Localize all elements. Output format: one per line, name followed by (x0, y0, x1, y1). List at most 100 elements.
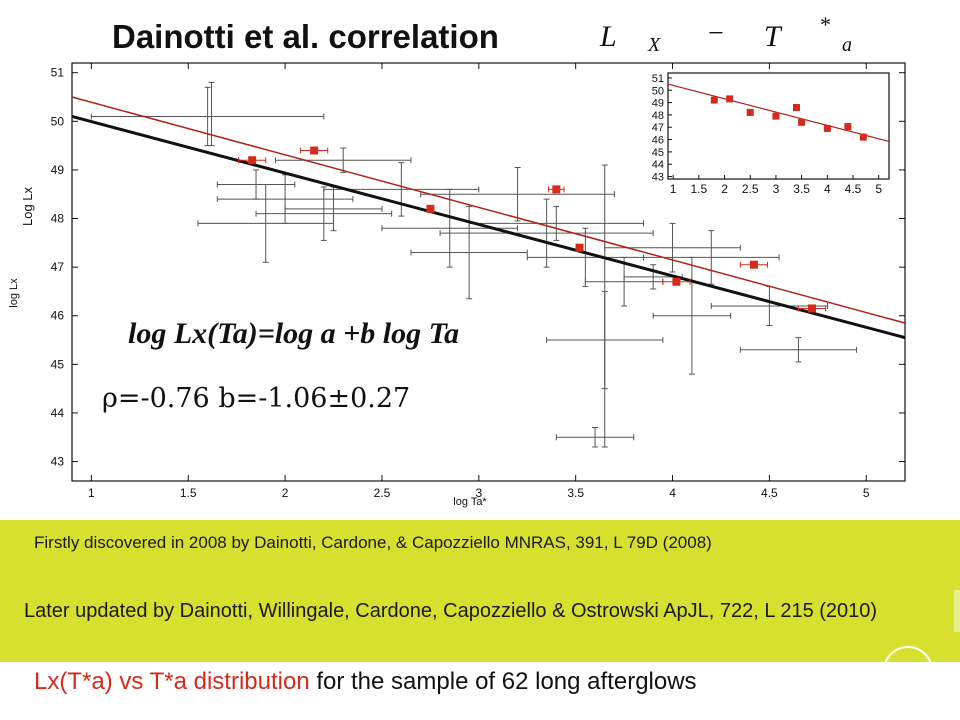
caption-rest: for the sample of 62 long afterglows (309, 668, 697, 695)
y-tick-label: 43 (51, 455, 65, 469)
error-bar-point (642, 230, 780, 285)
main-axis-ticks (72, 63, 905, 481)
red-square-marker (672, 277, 681, 286)
red-data-point (797, 304, 827, 313)
y-tick-label: 48 (51, 212, 65, 226)
red-square-marker (310, 146, 319, 155)
y-tick-label: 45 (51, 357, 65, 371)
inset-x-tick-label: 2.5 (742, 182, 759, 196)
reference-note-later: Later updated by Dainotti, Willingale, C… (14, 590, 960, 632)
y-tick-label: 49 (51, 163, 65, 177)
error-bar-point (439, 198, 654, 268)
inset-red-square-marker (772, 112, 780, 120)
main-fit-lines (71, 96, 906, 340)
error-bar-point (468, 205, 644, 241)
inset-red-square-marker (798, 118, 806, 126)
y-tick-label: 47 (51, 260, 65, 274)
inset-y-tick-label: 43 (652, 172, 664, 184)
x-tick-label: 4 (669, 486, 676, 500)
inset-red-square-marker (792, 104, 800, 112)
inset-red-square-marker (746, 108, 754, 116)
main-error-bars (90, 81, 858, 448)
x-tick-label: 2 (282, 486, 289, 500)
inset-y-tick-label: 46 (652, 135, 664, 147)
inset-plot-frame (667, 72, 890, 180)
inset-y-tick-label: 50 (652, 85, 664, 97)
x-tick-label: 3 (475, 486, 482, 500)
caption-highlight: Lx(T*a) vs T*a distribution (34, 668, 310, 695)
inset-axis-ticks (668, 77, 880, 179)
red-data-point (575, 243, 584, 252)
main-red-points (238, 146, 827, 313)
error-bar-point (739, 337, 858, 363)
formula-t: T (764, 20, 781, 53)
red-data-point (548, 185, 565, 194)
inset-plot-background (668, 73, 889, 179)
error-bar-point (420, 167, 615, 222)
red-data-point (739, 260, 768, 269)
x-tick-label: 4.5 (761, 486, 778, 500)
red-square-marker (749, 260, 758, 269)
formula-star: * (820, 12, 831, 37)
inset-red-square-marker (823, 124, 831, 132)
black-fit-line (71, 115, 906, 340)
inset-x-tick-label: 1.5 (690, 182, 707, 196)
inset-red-points (710, 95, 867, 141)
y-axis-overlay-label: Log Lx (20, 186, 35, 226)
inset-x-tick-label: 1 (670, 182, 677, 196)
inset-y-tick-label: 44 (652, 159, 664, 171)
title-formula: L X − T * a (598, 12, 868, 60)
red-square-marker (248, 156, 257, 165)
error-bar-point (255, 186, 393, 241)
red-square-marker (808, 304, 817, 313)
slide-caption: Lx(T*a) vs T*a distribution for the samp… (34, 668, 697, 696)
inset-red-square-marker (710, 96, 718, 104)
inset-red-square-marker (844, 123, 852, 131)
inset-y-tick-label: 49 (652, 98, 664, 110)
y-tick-label: 51 (51, 66, 65, 80)
inset-y-tick-label: 48 (652, 110, 664, 122)
inset-x-tick-label: 5 (875, 182, 882, 196)
error-bar-point (601, 164, 608, 448)
red-data-point (662, 277, 691, 286)
red-square-marker (575, 243, 584, 252)
reference-note-first: Firstly discovered in 2008 by Dainotti, … (34, 533, 712, 552)
x-tick-label: 2.5 (374, 486, 391, 500)
x-tick-label: 3.5 (567, 486, 584, 500)
error-bar-point (584, 256, 664, 307)
red-data-point (426, 204, 435, 213)
x-tick-label: 5 (863, 486, 870, 500)
inset-y-tick-label: 47 (652, 122, 664, 134)
inset-x-tick-label: 2 (721, 182, 728, 196)
x-tick-label: 1.5 (180, 486, 197, 500)
inset-x-tick-label: 3 (773, 182, 780, 196)
red-square-marker (426, 204, 435, 213)
inset-x-tick-label: 4.5 (845, 182, 862, 196)
inset-y-tick-label: 45 (652, 147, 664, 159)
x-axis-title: log Ta* (453, 496, 487, 508)
x-tick-label: 1 (88, 486, 95, 500)
inset-x-tick-label: 3.5 (793, 182, 810, 196)
correlation-coefficient-annotation: ρ=-0.76 b=-1.06±0.27 (102, 383, 410, 414)
error-bar-point (274, 147, 412, 173)
error-bar-point (90, 86, 325, 147)
fit-equation-annotation: log Lx(Ta)=log a +b log Ta (128, 317, 459, 350)
red-data-point (238, 156, 267, 165)
y-tick-label: 46 (51, 309, 65, 323)
formula-x-subscript: X (648, 34, 661, 56)
inset-red-square-marker (726, 95, 734, 103)
main-plot-frame (71, 62, 906, 482)
formula-l: L (600, 20, 617, 53)
corner-circle-decoration (883, 646, 933, 696)
slide-title: Dainotti et al. correlation (112, 18, 499, 55)
y-axis-title: log Lx (8, 278, 20, 308)
y-tick-label: 44 (51, 406, 65, 420)
inset-x-tick-label: 4 (824, 182, 831, 196)
error-bar-point (555, 427, 635, 448)
red-data-point (300, 146, 329, 155)
